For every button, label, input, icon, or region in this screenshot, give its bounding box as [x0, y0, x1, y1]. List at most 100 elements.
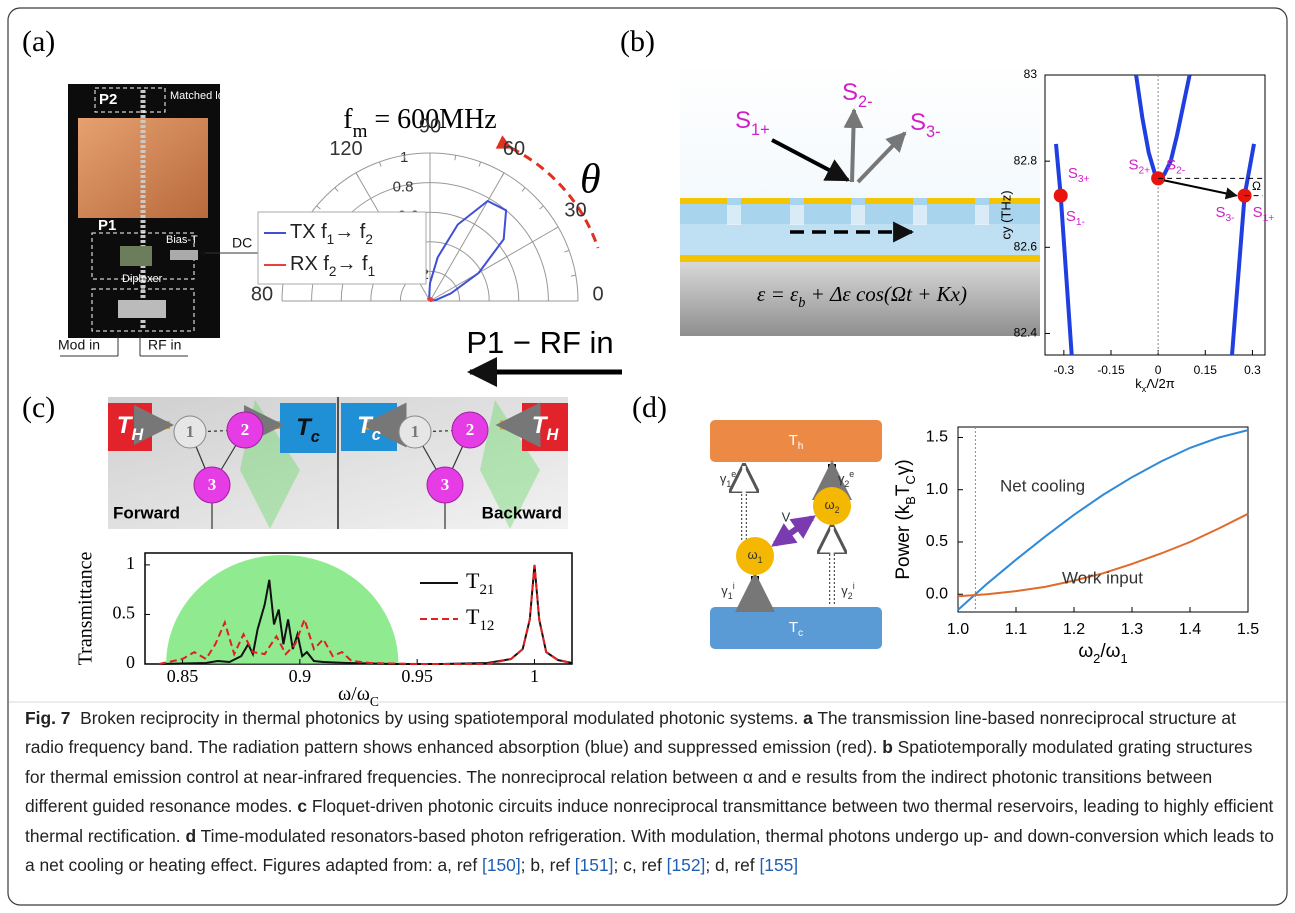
- photo-label: Matched load: [170, 90, 236, 102]
- caption-letter: d: [185, 826, 196, 846]
- text-part: T: [466, 604, 480, 629]
- caption-ref[interactable]: [150]: [482, 855, 521, 875]
- series-label: Work input: [1062, 568, 1143, 587]
- photo-label: Diplexer: [122, 273, 163, 285]
- text-part: S: [910, 109, 926, 136]
- port-label: P1 − RF in: [466, 325, 613, 360]
- text-part: /ω: [1100, 641, 1120, 662]
- text-part: h: [798, 441, 804, 452]
- text-part: 2-: [1176, 166, 1185, 177]
- x-tick-label: 1.1: [1005, 621, 1027, 638]
- minor-tick: [335, 188, 338, 192]
- text-part: 2: [365, 232, 373, 247]
- rate-label: γ1i: [721, 581, 734, 601]
- theta-tick-label: 90: [419, 115, 441, 137]
- y-tick-label: 82.4: [1014, 326, 1038, 340]
- text-part: 1-: [1076, 217, 1085, 228]
- text-part: 1: [758, 555, 763, 565]
- node-label: 2: [466, 420, 475, 439]
- text-part: Λ/2π: [1146, 376, 1175, 391]
- text-part: 12: [479, 618, 494, 634]
- direction-label: Forward: [113, 503, 180, 522]
- x-tick-label: 1.4: [1179, 621, 1201, 638]
- minor-tick: [502, 173, 505, 177]
- caption-ref-lead: ; c, ref: [613, 855, 666, 875]
- node-label: 1: [411, 422, 420, 441]
- text-part: 1: [728, 591, 733, 601]
- text-part: H: [131, 426, 144, 444]
- text-part: 1+: [1263, 213, 1275, 224]
- y-tick-label: 1: [126, 553, 135, 573]
- text-part: S: [842, 79, 858, 106]
- theta-tick-label: 0: [592, 283, 603, 305]
- y-tick-label: 82.6: [1014, 239, 1038, 253]
- minor-tick: [522, 188, 525, 192]
- text-part: C: [903, 475, 918, 484]
- text-part: RX f: [290, 253, 329, 275]
- theta-tick-label: 120: [329, 138, 362, 160]
- y-tick-label: 83: [1024, 67, 1038, 81]
- text-part: T: [893, 484, 914, 496]
- caption-ref[interactable]: [151]: [575, 855, 614, 875]
- y-tick-label: 0.0: [926, 585, 948, 602]
- panel-label: (a): [22, 25, 55, 58]
- caption-ref[interactable]: [155]: [759, 855, 798, 875]
- text-part: c: [311, 428, 320, 446]
- text-part: S: [1066, 208, 1076, 225]
- coupling-label: V: [782, 509, 791, 524]
- y-axis-label: cy (THz): [998, 190, 1013, 239]
- caption-ref[interactable]: [152]: [667, 855, 706, 875]
- refrigerator-diagram: [710, 420, 882, 649]
- band-label: Ω: [1252, 179, 1261, 193]
- y-tick-label: 82.8: [1014, 153, 1038, 167]
- node-label: 2: [241, 420, 250, 439]
- text-part: c: [372, 426, 381, 444]
- text-part: 1: [327, 232, 335, 247]
- y-tick-label: 0.5: [113, 603, 136, 623]
- caption-ref-lead: ; d, ref: [705, 855, 759, 875]
- rate-label: γ2i: [841, 581, 854, 601]
- caption-ref-lead: ; b, ref: [521, 855, 575, 875]
- text-part: e: [849, 469, 854, 479]
- minor-tick: [479, 162, 481, 167]
- x-tick-label: 0.9: [289, 666, 312, 686]
- text-part: 2: [1093, 651, 1100, 666]
- text-part: 2+: [1139, 166, 1151, 177]
- y-tick-label: 1.5: [926, 429, 948, 446]
- text-part: TX f: [290, 221, 327, 243]
- text-part: 1+: [751, 121, 770, 139]
- theta-tick-label: 60: [503, 138, 525, 160]
- theta-label: θ: [580, 157, 601, 203]
- r-tick-label: 1: [400, 149, 408, 166]
- text-part: T: [789, 432, 798, 449]
- text-part: T: [789, 619, 798, 636]
- x-axis-label: ω2/ω1: [1078, 641, 1127, 666]
- text-part: 2: [835, 505, 840, 515]
- text-part: → f: [334, 221, 366, 243]
- x-tick-label: 1: [530, 666, 539, 686]
- x-tick-label: 1.5: [1237, 621, 1259, 638]
- node-label: 3: [441, 475, 450, 494]
- x-tick-label: -0.3: [1054, 363, 1075, 377]
- caption-letter: a: [803, 708, 813, 728]
- minor-tick: [356, 173, 359, 177]
- x-tick-label: 0.3: [1244, 363, 1261, 377]
- x-tick-label: 1.0: [947, 621, 969, 638]
- x-tick-label: 0.85: [167, 666, 199, 686]
- minor-tick: [317, 206, 321, 209]
- x-tick-label: 1.3: [1121, 621, 1143, 638]
- panel-label: (b): [620, 25, 655, 58]
- text-part: ω/ω: [338, 683, 370, 705]
- text-part: 1: [726, 479, 731, 489]
- text-part: 1: [368, 264, 376, 279]
- y-axis-label: Power (kBTCγ): [893, 459, 918, 579]
- text-part: S: [1215, 204, 1225, 221]
- rate-label: γ2e: [838, 469, 854, 489]
- series-label: Net cooling: [1000, 476, 1085, 495]
- node-label: 3: [208, 475, 217, 494]
- x-tick-label: 0.95: [401, 666, 433, 686]
- text-part: S: [735, 107, 751, 134]
- minor-tick: [554, 227, 558, 230]
- node-label: 1: [186, 422, 195, 441]
- point: [1054, 189, 1068, 203]
